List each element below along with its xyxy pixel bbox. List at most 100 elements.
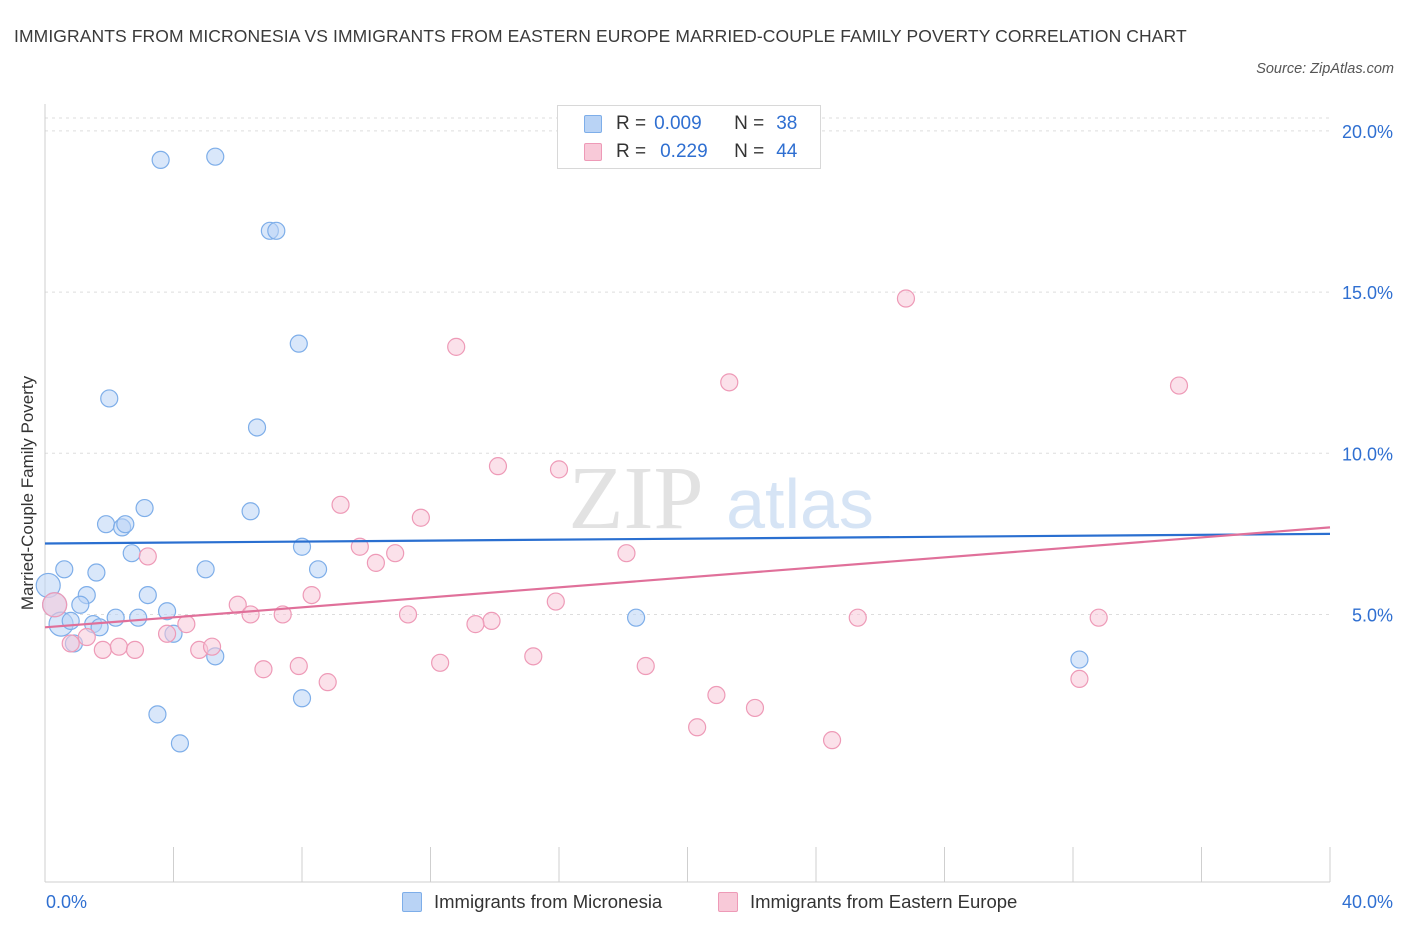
micronesia-point (292, 689, 312, 708)
micronesia-point (116, 515, 135, 534)
micronesia-point (129, 608, 148, 627)
r-value: 0.009 (654, 113, 702, 134)
micronesia-point (106, 608, 125, 627)
eastern-europe-point (896, 289, 916, 308)
micronesia-point (71, 595, 90, 614)
micronesia-point (122, 544, 141, 563)
eastern-europe-point (93, 640, 112, 659)
data-points (35, 147, 1189, 753)
eastern-europe-point (447, 337, 466, 356)
eastern-europe-point (331, 495, 350, 514)
eastern-europe-point (77, 627, 96, 647)
r-value: 0.229 (660, 141, 708, 162)
r-label: R = (616, 113, 647, 134)
micronesia-point (157, 602, 177, 621)
eastern-europe-point (688, 718, 707, 737)
n-label: N = (734, 141, 765, 162)
micronesia-point (148, 705, 167, 724)
eastern-europe-point (848, 608, 867, 627)
eastern-europe-point (707, 685, 726, 705)
watermark: ZIP atlas (569, 449, 874, 548)
x-tick-label: 0.0% (46, 892, 87, 912)
eastern-europe-point (1070, 669, 1089, 689)
y-tick-label: 20.0% (1342, 122, 1393, 142)
n-value: 38 (776, 113, 798, 134)
eastern-europe-point (350, 537, 369, 556)
correlation-legend: R = 0.009 N = 38 R = 0.229 N = 44 (557, 105, 821, 169)
micronesia-point (308, 560, 328, 579)
x-tick-label: 40.0% (1342, 892, 1393, 912)
y-tick-label: 5.0% (1352, 605, 1393, 625)
legend-row-eastern-europe: R = 0.229 N = 44 (584, 140, 797, 164)
r-label: R = (616, 141, 647, 162)
eastern-europe-point (302, 585, 321, 605)
micronesia-point (267, 221, 286, 240)
micronesia-point (138, 585, 157, 605)
eastern-europe-point (1169, 376, 1189, 395)
eastern-europe-point (1089, 608, 1108, 627)
eastern-europe-point (366, 553, 385, 572)
eastern-europe-point (720, 373, 739, 392)
legend-swatch-micronesia (584, 115, 602, 133)
eastern-europe-point (411, 508, 430, 527)
eastern-europe-point (318, 673, 337, 692)
micronesia-point (151, 150, 170, 170)
eastern-europe-point (177, 615, 196, 634)
legend-item-micronesia[interactable]: Immigrants from Micronesia (402, 888, 662, 916)
legend-swatch-eastern-europe (584, 143, 602, 161)
y-tick-label: 10.0% (1342, 444, 1393, 464)
micronesia-point (196, 560, 215, 579)
micronesia-point (55, 560, 74, 579)
eastern-europe-point (745, 698, 765, 718)
eastern-europe-point (61, 634, 80, 653)
eastern-europe-point (109, 637, 128, 656)
eastern-europe-point (138, 547, 157, 566)
watermark-atlas: atlas (726, 465, 874, 543)
eastern-europe-point (636, 656, 655, 676)
legend-item-eastern-europe[interactable]: Immigrants from Eastern Europe (718, 888, 1017, 916)
micronesia-point (241, 502, 260, 521)
series-legend: Immigrants from Micronesia Immigrants fr… (0, 888, 1406, 918)
trend-lines (44, 526, 1331, 629)
chart-title: IMMIGRANTS FROM MICRONESIA VS IMMIGRANTS… (14, 26, 1187, 46)
legend-row-micronesia: R = 0.009 N = 38 (584, 112, 797, 136)
micronesia-point (96, 515, 116, 534)
legend-swatch-micronesia (402, 892, 422, 912)
source-label: Source: ZipAtlas.com (1256, 61, 1394, 77)
micronesia-point (100, 389, 119, 408)
eastern-europe-point (482, 611, 501, 630)
eastern-europe-point (524, 647, 543, 666)
legend-label-micronesia: Immigrants from Micronesia (434, 891, 663, 912)
micronesia-point (1070, 650, 1089, 669)
eastern-europe-point (289, 656, 308, 676)
legend-label-eastern-europe: Immigrants from Eastern Europe (750, 891, 1018, 912)
n-label: N = (734, 113, 765, 134)
eastern-europe-point (546, 592, 565, 611)
micronesia-point (247, 418, 267, 437)
micronesia-point (626, 608, 646, 627)
eastern-europe-point (617, 544, 636, 563)
watermark-zip: ZIP (569, 449, 704, 548)
eastern-europe-point (254, 660, 273, 679)
eastern-europe-trend-line (44, 526, 1331, 629)
micronesia-point (87, 563, 106, 582)
eastern-europe-point (386, 544, 405, 563)
eastern-europe-point (42, 592, 68, 618)
eastern-europe-point (488, 457, 508, 476)
eastern-europe-point (157, 624, 177, 643)
micronesia-trend-line (44, 532, 1331, 545)
micronesia-point (135, 498, 154, 518)
eastern-europe-point (125, 640, 145, 659)
eastern-europe-point (822, 731, 842, 750)
eastern-europe-point (549, 460, 569, 479)
eastern-europe-point (241, 605, 260, 624)
tick-labels: 5.0% 10.0% 15.0% 20.0% 0.0% 40.0% (46, 122, 1393, 912)
micronesia-point (170, 734, 190, 753)
eastern-europe-point (202, 637, 222, 656)
micronesia-point (206, 147, 225, 166)
y-tick-label: 15.0% (1342, 283, 1393, 303)
eastern-europe-point (398, 605, 418, 624)
micronesia-point (289, 334, 308, 353)
eastern-europe-point (466, 615, 485, 634)
